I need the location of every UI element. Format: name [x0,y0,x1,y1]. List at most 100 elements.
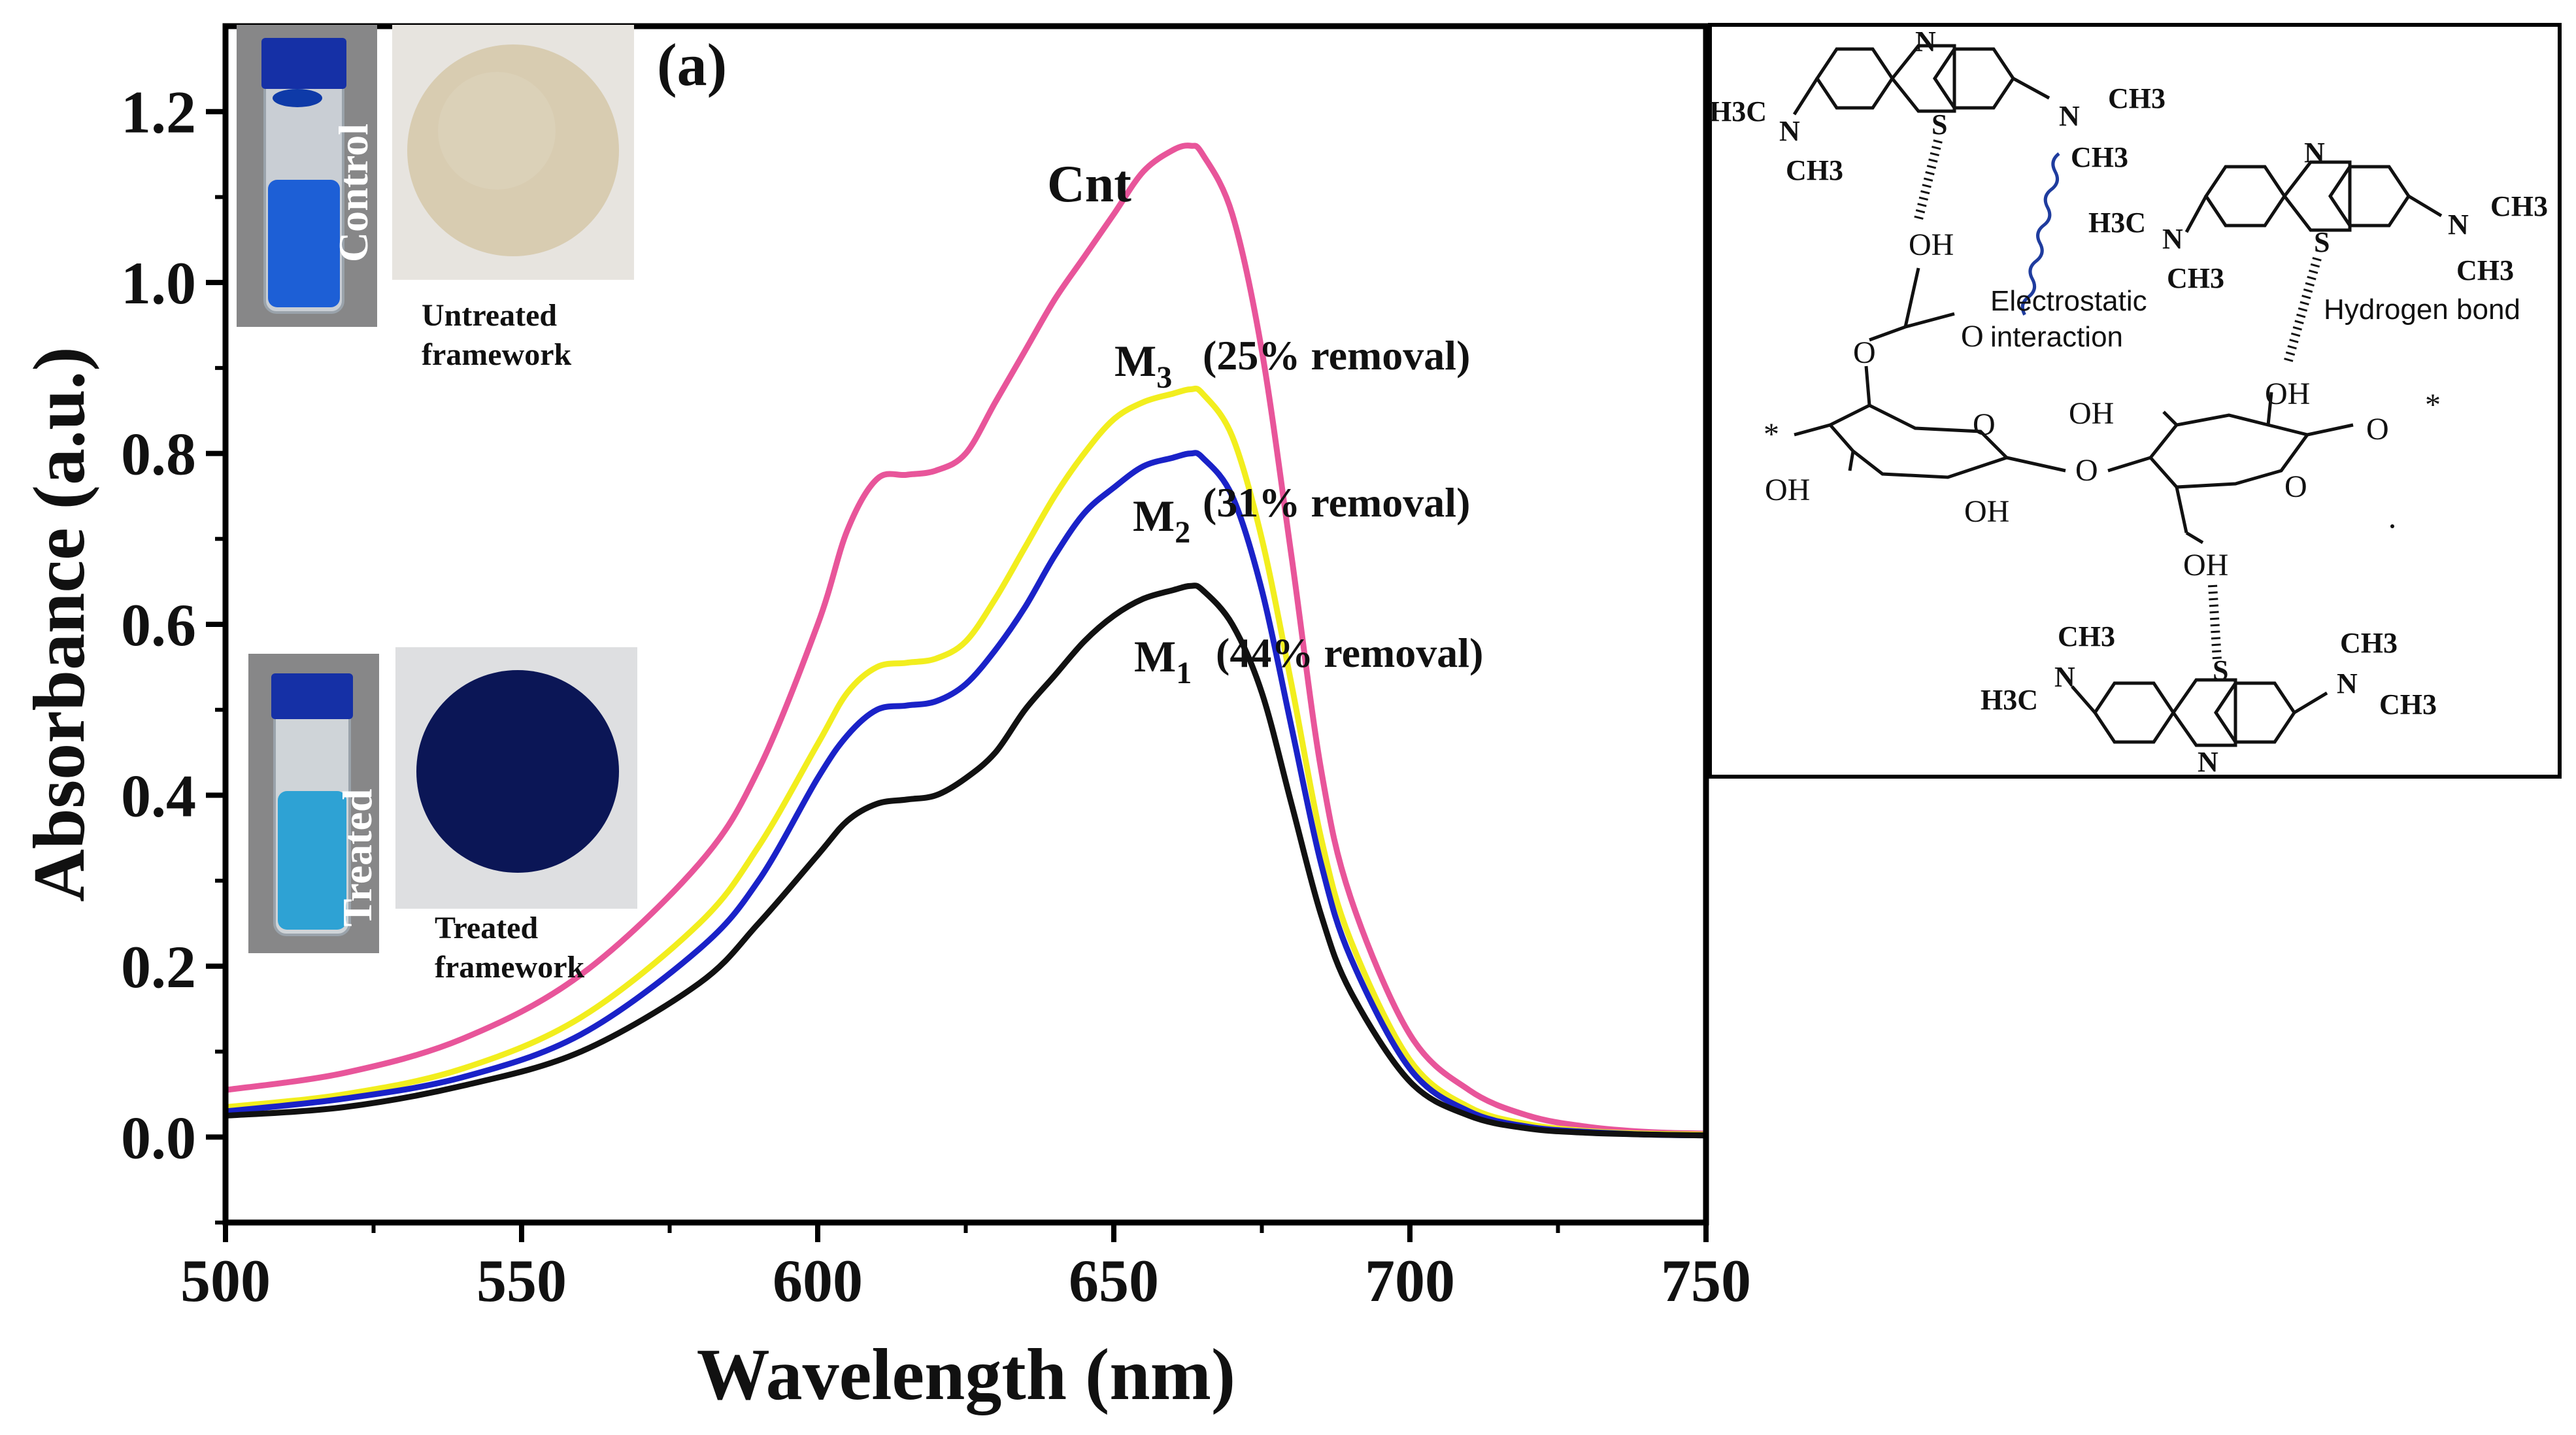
ring1-oh-left: OH [1765,473,1810,507]
carboxyl-bond-1 [1903,267,1920,328]
methylene-blue-top-left [1792,44,2050,116]
mb3-ch3-up: CH3 [2058,620,2115,652]
treated-vial-cap [271,673,353,719]
removal-m2: (31% removal) [1203,479,1470,526]
x-tick-label: 550 [477,1247,567,1314]
ring1-o: O [1973,407,1996,442]
electrostatic-wavy-line [2020,152,2060,316]
control-vial-cap-lip [273,89,322,107]
label-m1: M1 [1134,632,1192,690]
mb2-ch3-down: CH3 [2167,262,2224,294]
methylene-blue-top-right [2184,160,2443,233]
mb1-ch3-right-down: CH3 [2071,141,2128,173]
treated-vial-liquid [278,791,346,930]
ring2-end-bond [2307,423,2354,437]
mb2-ring-center [2282,160,2352,232]
ring1-left-bond [1794,423,1831,437]
mb3-bond-left [2071,685,2096,714]
carboxyl-double-bond [1905,312,1955,329]
mb2-bond-right [2407,194,2443,218]
y-tick-label: 0.4 [121,762,196,829]
y-tick-label: 1.0 [121,250,196,316]
treated-caption-line2: framework [435,950,585,985]
mb1-s: S [1932,109,1947,141]
series-line-m1 [225,582,1707,1139]
mb1-ch3-right: CH3 [2108,82,2166,114]
mb1-bond-left [1792,77,1819,116]
x-tick-label: 650 [1069,1247,1159,1314]
mb3-n-ring: N [2198,746,2218,778]
carboxyl-o-double: O [1961,319,1984,354]
mb3-ring-right [2213,681,2297,744]
ring2-oh-left: OH [2069,396,2114,431]
label-m3-main: M [1114,336,1156,386]
mb2-n-left: N [2162,223,2183,255]
mb1-bond-right [2012,76,2050,100]
mb3-bond-right [2293,691,2328,715]
inset-control: Control Untreated framework [237,25,634,372]
control-vial-cap [261,38,346,89]
ring2-ch2-bond [2175,486,2188,533]
mb3-n-right: N [2337,667,2358,700]
y-tick-label: 1.2 [121,79,196,146]
x-tick-label: 750 [1661,1247,1751,1314]
treated-vial-label: Treated [334,789,380,927]
ring1-oh-bottom: OH [1964,494,2009,529]
mb3-ring-center [2171,678,2237,747]
label-cnt: Cnt [1047,156,1131,213]
mechanism-frame [1708,23,2562,779]
removal-m1: (44% removal) [1216,630,1483,676]
polymer-star-left: * [1764,417,1779,452]
cellulose-backbone [1794,267,2354,545]
mb1-ring-center [1890,44,1956,113]
untreated-caption-line1: Untreated [422,298,557,333]
x-tick-label: 700 [1365,1247,1455,1314]
ring2-end-o: O [2366,412,2389,447]
mb3-s: S [2213,654,2228,686]
treated-caption-line1: Treated [435,911,538,945]
y-tick-label: 0.0 [121,1104,196,1171]
inset-treated: Treated Treated framework [248,647,637,985]
mb1-ch3-down: CH3 [1786,154,1843,186]
mb1-n-ring: N [1915,25,1936,58]
ring2-left-oh-bond [2162,411,2178,426]
mb2-s: S [2314,226,2330,258]
glycosidic-o: O [2075,453,2098,488]
mb2-n-right: N [2448,209,2469,241]
x-tick-label: 600 [773,1247,863,1314]
mb1-h3c-left: H3C [1709,95,1767,127]
carboxyl-bond-2 [1869,325,1906,342]
control-vial-label: Control [330,124,376,262]
label-m3-sub: 3 [1156,360,1172,395]
y-axis-label: Absorbance (a.u.) [19,346,100,902]
ring1-oh-bond [1848,450,1855,471]
mb2-bond-left [2184,195,2208,233]
label-m2-sub: 2 [1175,515,1190,550]
glycosidic-bond-1 [2006,456,2066,473]
ring2-ch2oh-bond [2185,531,2204,545]
ring2-oh-top: OH [2265,377,2310,411]
untreated-membrane-texture [438,72,556,190]
series-layer [225,143,1707,1139]
ring2-o: O [2284,469,2307,504]
series-line-m2 [225,450,1707,1139]
series-line-m3 [225,385,1707,1138]
mb1-n-left: N [1779,115,1800,147]
control-vial-liquid [268,180,340,307]
hydrogen-bond-label: Hydrogen bond [2324,294,2520,326]
label-m2: M2 [1133,491,1190,550]
ring2-ch2oh: OH [2183,548,2228,582]
y-tick-label: 0.8 [121,421,196,488]
electrostatic-label-line1: Electrostatic [1990,285,2147,317]
treated-membrane-disc [416,670,619,873]
carboxyl-oh: OH [1909,228,1954,262]
x-tick-label: 500 [180,1247,271,1314]
untreated-caption-line2: framework [422,337,572,372]
mb3-n-left: N [2054,661,2075,693]
ch2-bond [1864,365,1871,406]
ring2-oh-bond [2266,392,2273,426]
label-m1-main: M [1134,632,1176,681]
mb3-ch3-right-up: CH3 [2340,627,2398,659]
stray-dot [2390,524,2394,528]
